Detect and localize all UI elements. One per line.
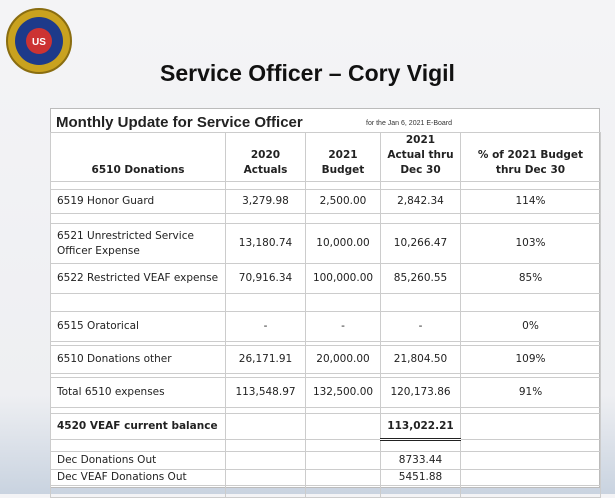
cell [225,413,306,440]
cell [50,213,226,224]
cell: 2,842.34 [380,189,461,214]
cell: Total 6510 expenses [50,377,226,408]
cell: 85% [460,263,601,294]
column-header: 2020 Actuals [225,132,306,182]
cell: 113,548.97 [225,377,306,408]
cell [50,293,226,312]
cell: 3,279.98 [225,189,306,214]
cell [460,213,601,224]
cell: 10,000.00 [305,223,381,264]
cell [380,181,461,190]
cell: - [225,311,306,342]
cell: 5451.88 [380,469,461,486]
cell: 4520 VEAF current balance [50,413,226,440]
cell: 70,916.34 [225,263,306,294]
cell [460,485,601,498]
row: 6519 Honor Guard 3,279.98 2,500.00 2,842.34… [50,189,601,214]
cell: 113,022.21 [380,413,461,441]
logo: US [6,8,72,74]
cell: 26,171.91 [225,345,306,374]
row: 6522 Restricted VEAF expense 70,916.34 100… [50,263,601,294]
cell [225,181,306,190]
cell [305,485,381,498]
cell [50,485,226,498]
cell: 6521 Unrestricted Service Officer Expens… [50,223,226,264]
cell: 6510 Donations other [50,345,226,374]
cell: 2,500.00 [305,189,381,214]
column-header: 6510 Donations [50,132,226,182]
cell: 0% [460,311,601,342]
row: Dec Donations Out 8733.44 [50,451,601,470]
header-row: 6510 Donations 2020 Actuals 2021 Budget 202… [50,132,601,182]
cell [305,213,381,224]
cell [305,469,381,486]
cell [460,451,601,470]
cell [225,485,306,498]
cell: 20,000.00 [305,345,381,374]
cell: 13,180.74 [225,223,306,264]
cell: 10,266.47 [380,223,461,264]
row: Dec VEAF Donations Out 5451.88 [50,469,601,486]
cell: 6515 Oratorical [50,311,226,342]
caption: Monthly Update for Service Officer [56,114,303,131]
cell: 8733.44 [380,451,461,470]
cell: 132,500.00 [305,377,381,408]
cell: 100,000.00 [305,263,381,294]
cell [380,293,461,312]
spacer-row [50,213,601,224]
cell: 103% [460,223,601,264]
title: Service Officer – Cory Vigil [160,60,455,86]
column-header: % of 2021 Budget thru Dec 30 [460,132,601,182]
spacer-row [50,485,601,498]
cell: Dec VEAF Donations Out [50,469,226,486]
cell [50,181,226,190]
cell: 85,260.55 [380,263,461,294]
cell [225,213,306,224]
note: for the Jan 6, 2021 E-Board [366,120,452,127]
cell [305,181,381,190]
column-header: 2021 Budget [305,132,381,182]
cell: 6519 Honor Guard [50,189,226,214]
cell: 120,173.86 [380,377,461,408]
cell [305,451,381,470]
cell [305,413,381,440]
cell: - [305,311,381,342]
cell [460,181,601,190]
cell [225,451,306,470]
cell [460,469,601,486]
cell: 109% [460,345,601,374]
spacer-row [50,293,601,312]
cell [50,439,226,452]
spacer-row [50,439,601,452]
cell [380,485,461,498]
cell [225,293,306,312]
cell [225,439,306,452]
row: Total 6510 expenses 113,548.97 132,500.00 1… [50,377,601,408]
cell: - [380,311,461,342]
cell [460,439,601,452]
row: 4520 VEAF current balance 113,022.21 [50,413,601,441]
cell [380,439,461,452]
cell: 21,804.50 [380,345,461,374]
cell [305,293,381,312]
svg-text:US: US [32,37,46,48]
table: 6510 Donations 2020 Actuals 2021 Budget 202… [50,132,601,498]
cell [460,413,601,440]
cell [460,293,601,312]
cell [305,439,381,452]
cell: 6522 Restricted VEAF expense [50,263,226,294]
column-header: 2021 Actual thru Dec 30 [380,132,461,182]
cell [380,213,461,224]
row: 6521 Unrestricted Service Officer Expens… [50,223,601,264]
row: 6515 Oratorical - - -0% [50,311,601,342]
row: 6510 Donations other 26,171.91 20,000.00 21… [50,345,601,374]
cell [225,469,306,486]
spacer-row [50,181,601,190]
cell: Dec Donations Out [50,451,226,470]
cell: 114% [460,189,601,214]
cell: 91% [460,377,601,408]
